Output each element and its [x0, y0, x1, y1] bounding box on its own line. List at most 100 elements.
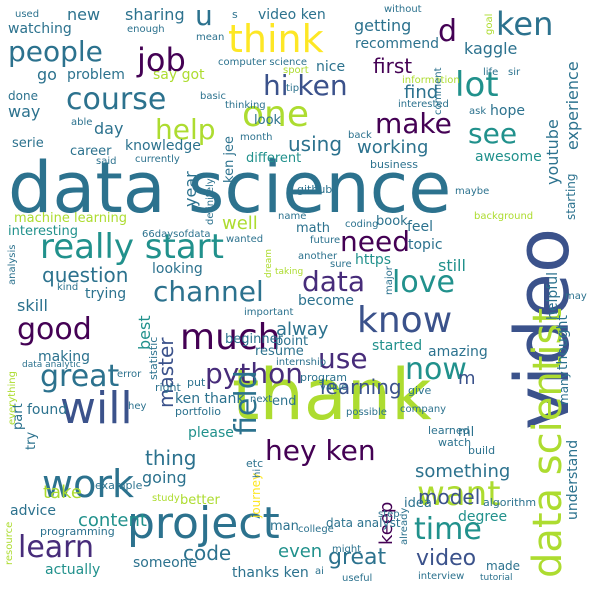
- word-well: well: [222, 213, 258, 234]
- word-business: business: [370, 158, 418, 171]
- word-love: love: [392, 265, 455, 300]
- word-thank: thank: [232, 354, 432, 436]
- word-starting: starting: [564, 173, 578, 220]
- word-working: working: [357, 137, 429, 158]
- word-company: company: [400, 404, 447, 415]
- word-might: might: [332, 544, 362, 555]
- word-skill: skill: [17, 296, 48, 315]
- word-step: step: [378, 509, 400, 520]
- word-used: used: [15, 9, 40, 20]
- word-new: new: [67, 5, 101, 24]
- word-sharing: sharing: [125, 5, 185, 24]
- word-d: d: [438, 14, 458, 49]
- word-become: become: [298, 293, 355, 309]
- word-comment: comment: [433, 67, 444, 115]
- word-right: right: [155, 381, 181, 394]
- word-ai: ai: [315, 566, 324, 577]
- word-try: try: [24, 431, 39, 450]
- word-work: work: [42, 462, 134, 506]
- word-resource: resource: [4, 521, 15, 565]
- word-video-2: video: [416, 546, 477, 571]
- word-hey: hey: [128, 401, 147, 412]
- word-point: point: [275, 334, 309, 349]
- word-serie: serie: [12, 136, 44, 151]
- word-may: may: [565, 291, 587, 302]
- word-watch: watch: [438, 436, 472, 449]
- word-study: study: [152, 493, 180, 504]
- word-ask: ask: [469, 106, 487, 117]
- word-experience: experience: [563, 61, 582, 150]
- word-life: life: [483, 67, 499, 78]
- word-good: good: [17, 312, 92, 347]
- word-different: different: [246, 151, 302, 166]
- word-amazing: amazing: [428, 344, 488, 360]
- word-see: see: [468, 117, 518, 150]
- word-machine-learning: machine learning: [14, 211, 128, 226]
- word-wanted: wanted: [226, 234, 264, 245]
- word-problem: problem: [67, 67, 125, 83]
- word-important: important: [244, 307, 294, 318]
- word-back: back: [348, 130, 372, 141]
- word-still: still: [438, 256, 466, 275]
- word-think: think: [228, 17, 324, 61]
- word-actually: actually: [45, 562, 101, 578]
- word-great-2: great: [328, 545, 387, 570]
- word-value: value: [320, 382, 348, 393]
- word-degree: degree: [458, 509, 508, 525]
- word-build: build: [468, 444, 496, 457]
- word-want: want: [417, 474, 501, 514]
- word-analysis: analysis: [7, 244, 18, 286]
- word-going: going: [142, 468, 187, 487]
- word-ml: ml: [458, 425, 475, 440]
- word-one: one: [242, 94, 309, 135]
- word-nice: nice: [316, 59, 346, 75]
- word-u: u: [195, 0, 213, 32]
- word-thing: thing: [145, 446, 197, 470]
- word-understand: understand: [565, 439, 581, 520]
- word-ken: ken: [496, 5, 554, 43]
- word-awesome: awesome: [475, 149, 542, 165]
- word-already: already: [399, 507, 410, 545]
- word-feel: feel: [407, 219, 434, 235]
- word-channel: channel: [153, 275, 264, 308]
- word-topic: topic: [408, 237, 443, 253]
- word-know: know: [357, 300, 453, 341]
- word-year: year: [181, 171, 200, 207]
- word-much: much: [180, 317, 281, 358]
- word-career: career: [70, 144, 112, 159]
- word-portfolio: portfolio: [175, 405, 221, 418]
- word-college: college: [298, 524, 334, 535]
- word-done: done: [8, 89, 38, 103]
- word-recommend: recommend: [355, 36, 439, 52]
- word-learning: learning: [320, 375, 402, 399]
- word-idea: idea: [404, 496, 432, 511]
- word-another: another: [298, 251, 338, 262]
- word-now: now: [405, 352, 467, 387]
- word-better: better: [180, 493, 220, 508]
- word-interview: interview: [418, 571, 465, 582]
- word-found: found: [27, 402, 68, 418]
- word-internship: internship: [276, 357, 327, 368]
- word-end: end: [272, 394, 297, 409]
- word-statistic: statistic: [147, 336, 160, 380]
- word-resume: resume: [255, 344, 304, 359]
- word-time: time: [414, 512, 482, 547]
- word-need: need: [340, 225, 410, 258]
- word-course: course: [66, 82, 167, 117]
- word-information: information: [402, 75, 460, 86]
- word-go: go: [37, 65, 57, 84]
- word-without: without: [384, 4, 422, 15]
- word-background: background: [474, 211, 534, 222]
- word-github: github: [297, 183, 333, 196]
- word-future: future: [310, 235, 341, 246]
- word-programming: programming: [40, 525, 115, 538]
- word-next: next: [250, 394, 273, 405]
- word-use: use: [318, 342, 368, 375]
- word-computer-science: computer science: [218, 57, 308, 68]
- word-example: example: [95, 479, 143, 492]
- word-hey-ken: hey ken: [265, 434, 376, 467]
- word-ken-thank: ken thank: [175, 391, 245, 407]
- word-project: project: [127, 498, 280, 549]
- word-thanks-ken: thanks ken: [232, 565, 309, 581]
